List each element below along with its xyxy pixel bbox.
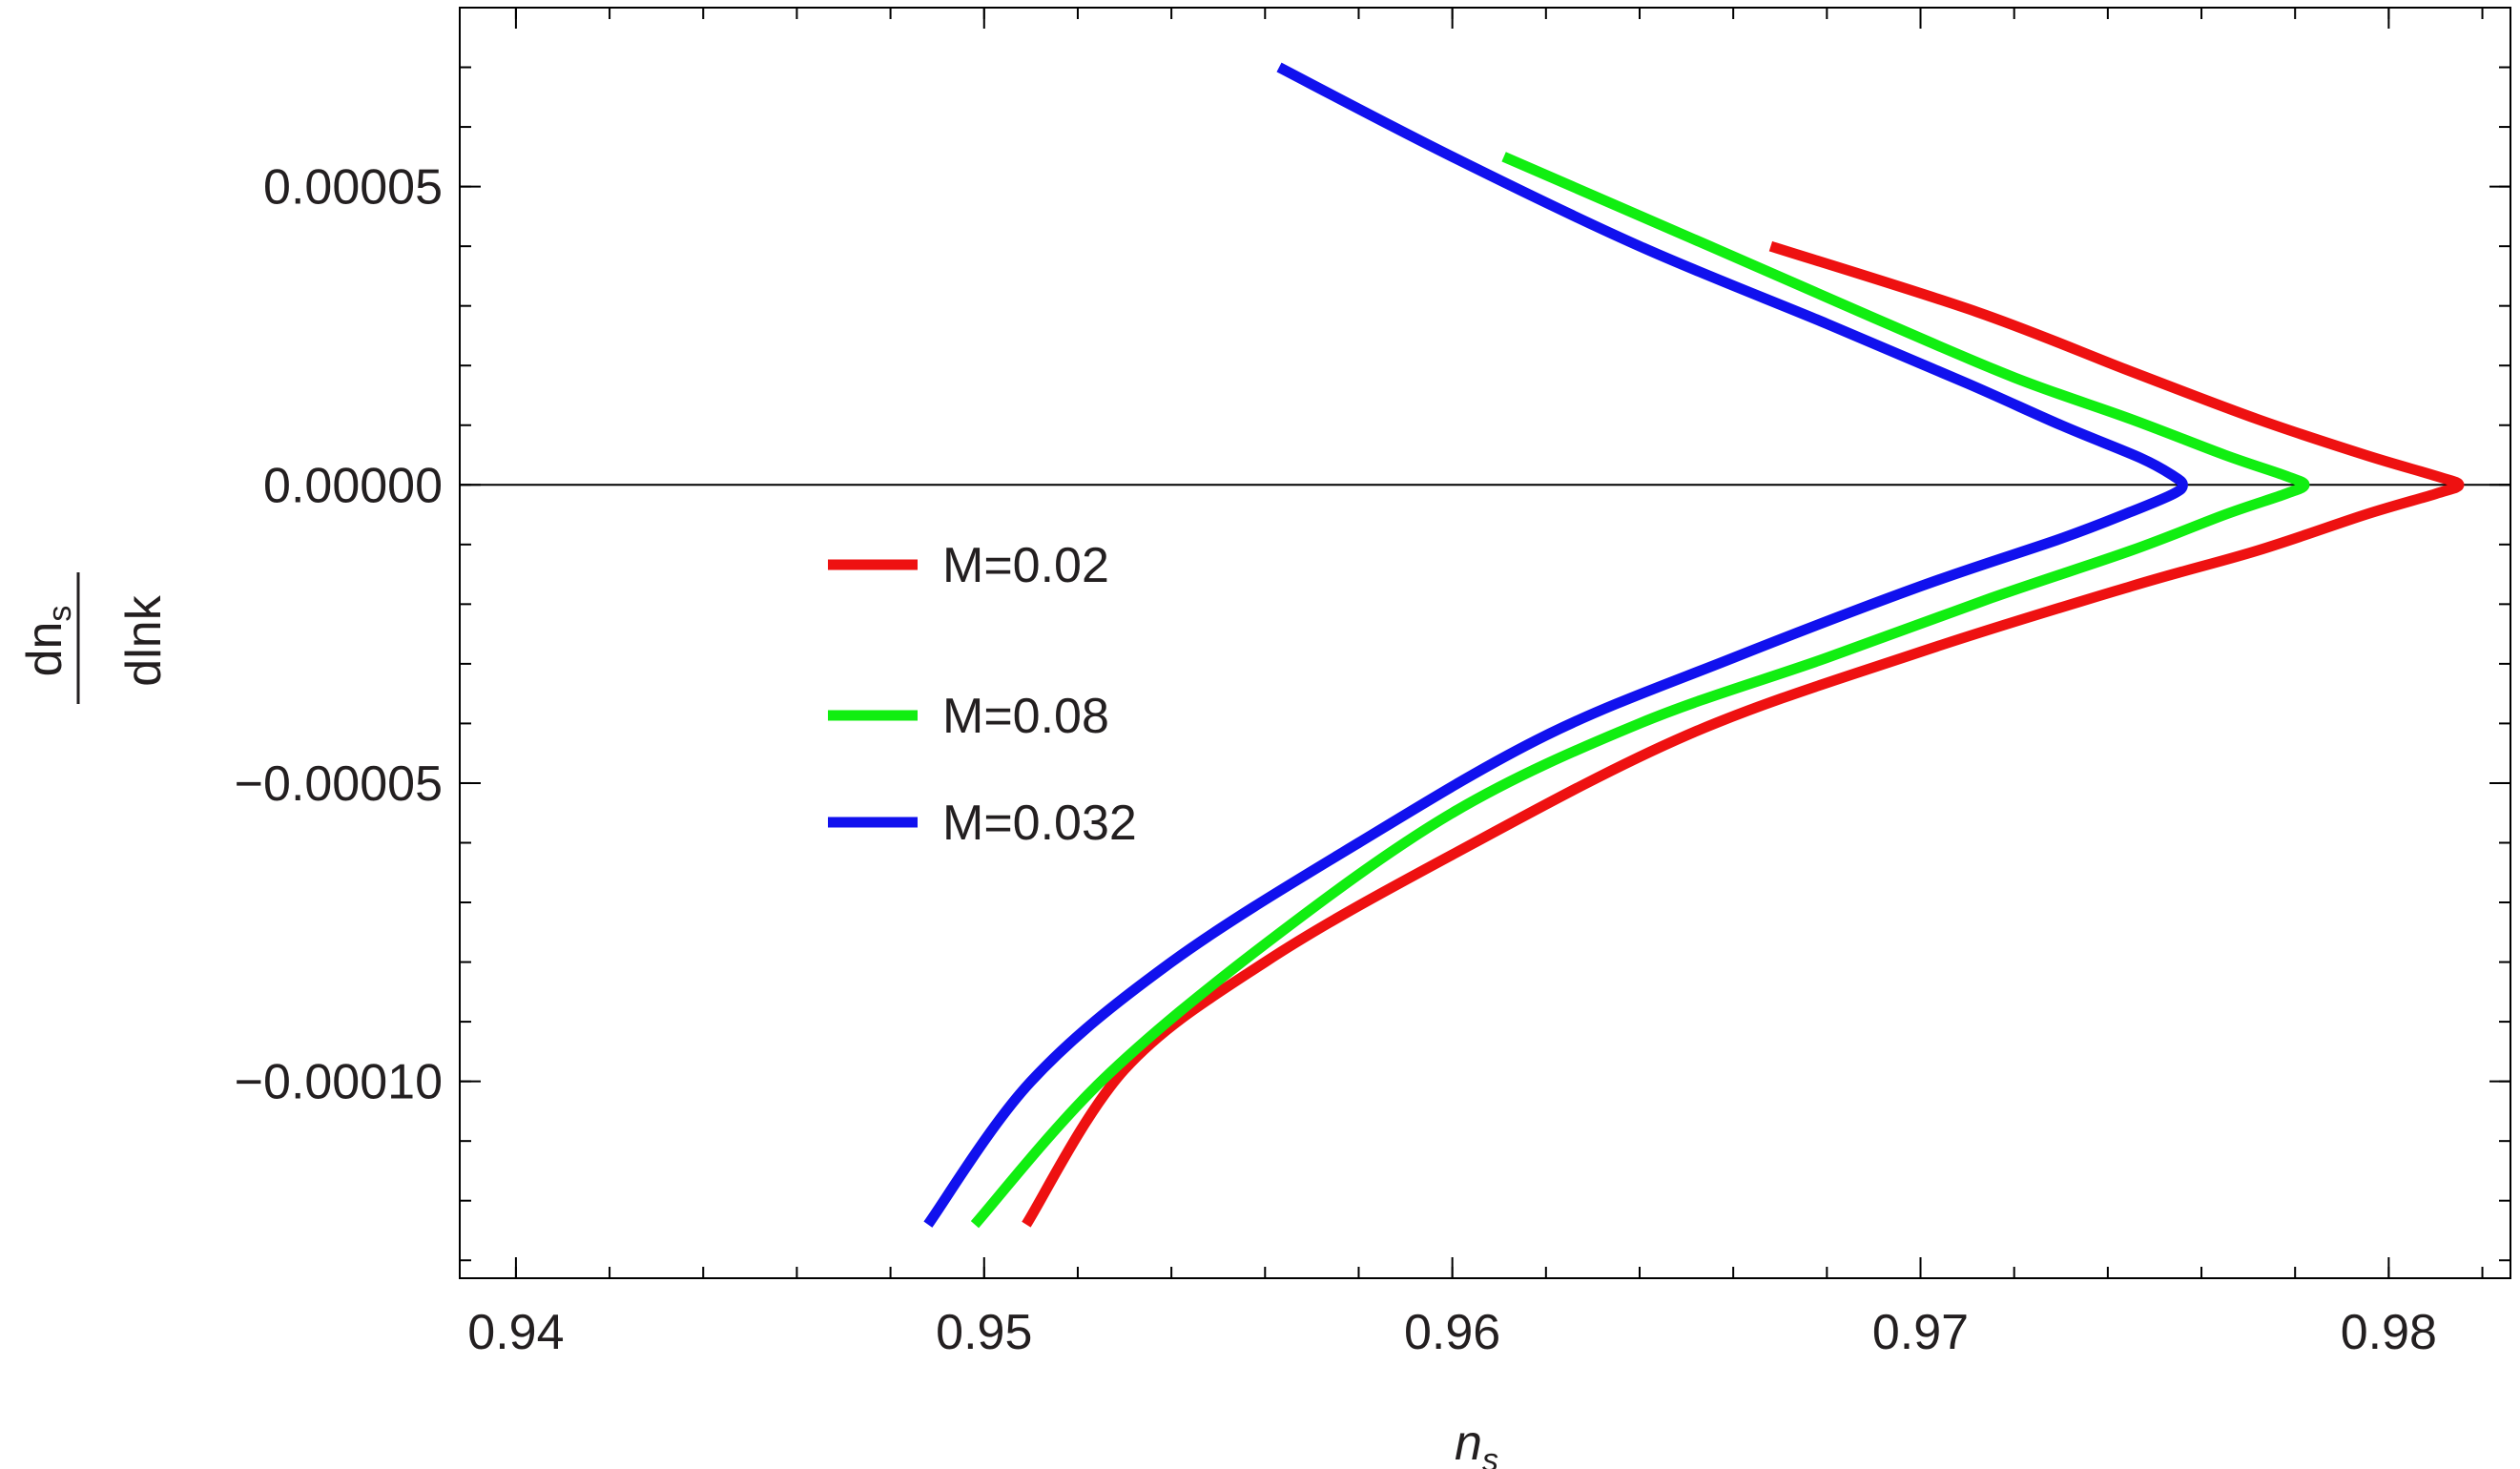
series-line-3 [923, 62, 2188, 1228]
series-group [923, 62, 2465, 1229]
x-axis-title: ns [1455, 1416, 1498, 1469]
x-axis-title-sub: s [1482, 1442, 1498, 1469]
legend-item-2: M=0.08 [828, 689, 1109, 744]
x-tick-label: 0.95 [936, 1305, 1032, 1360]
y-tick-label: 0.00000 [263, 458, 443, 513]
x-tick-label: 0.98 [2341, 1305, 2437, 1360]
y-axis-title-numerator-sub: s [42, 606, 78, 622]
y-tick-label: 0.00005 [263, 160, 443, 216]
plot-frame [459, 7, 2511, 1279]
legend-item-1: M=0.02 [828, 538, 1109, 593]
major-ticks [460, 8, 2510, 1278]
y-tick-label: −0.00010 [235, 1055, 443, 1110]
legend-item-3: M=0.032 [828, 796, 1137, 851]
y-axis-title-numerator: dns [17, 606, 78, 677]
y-axis-title: dns dlnk [17, 572, 172, 704]
legend-label: M=0.02 [942, 538, 1109, 593]
minor-ticks [460, 7, 2510, 1278]
legend-label: M=0.08 [942, 689, 1109, 744]
x-tick-label: 0.96 [1404, 1305, 1500, 1360]
legend: M=0.02 M=0.08 M=0.032 [828, 538, 1137, 851]
series-line-2 [970, 152, 2310, 1229]
y-axis-title-numerator-main: dn [17, 622, 72, 677]
y-tick-label: −0.00005 [235, 756, 443, 812]
legend-label: M=0.032 [942, 796, 1137, 851]
x-tick-label: 0.97 [1872, 1305, 1969, 1360]
x-tick-labels: 0.94 0.95 0.96 0.97 0.98 [467, 1305, 2437, 1360]
y-axis-title-denominator: dlnk [116, 594, 172, 686]
series-line-1 [1022, 240, 2465, 1228]
x-tick-label: 0.94 [467, 1305, 564, 1360]
y-tick-labels: 0.00005 0.00000 −0.00005 −0.00010 [235, 160, 443, 1110]
x-axis-title-main: n [1455, 1416, 1482, 1469]
